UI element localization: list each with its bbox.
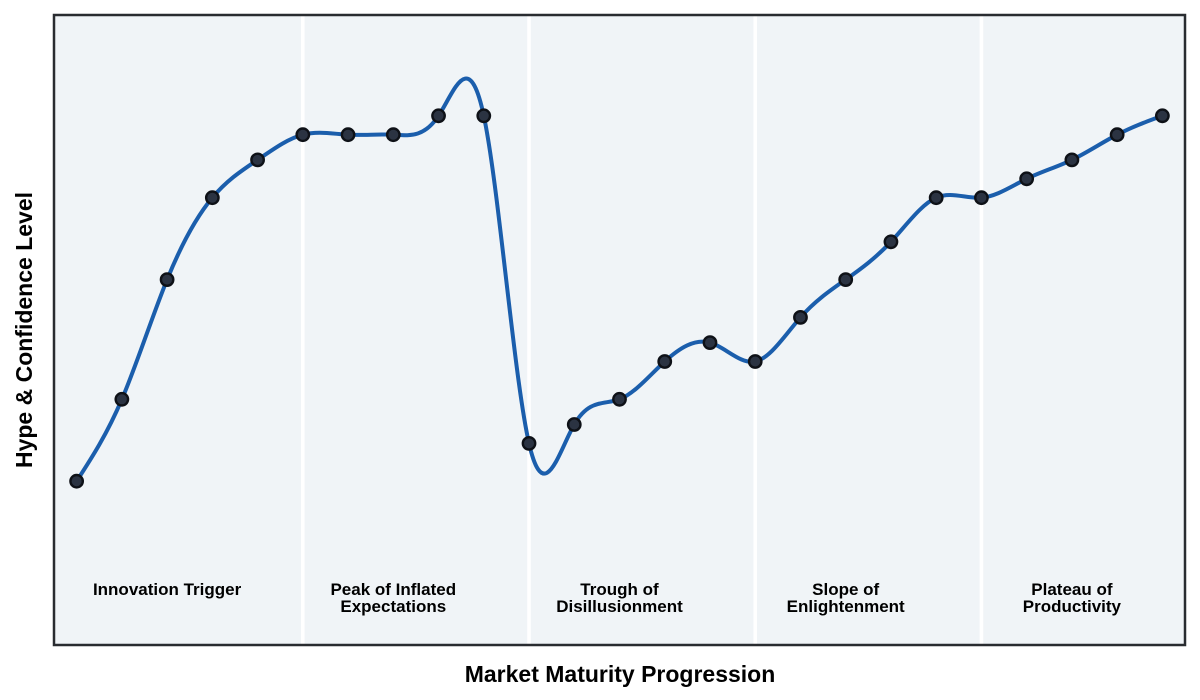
data-point-marker [114, 391, 130, 407]
data-point-marker [69, 473, 85, 489]
data-point-marker [521, 435, 537, 451]
data-point-marker [928, 190, 944, 206]
data-point-marker [1154, 108, 1170, 124]
data-point-marker [702, 335, 718, 350]
phase-divider [753, 15, 758, 645]
data-point-marker [159, 272, 175, 287]
data-point-marker [204, 190, 220, 206]
data-point-marker [838, 272, 854, 287]
data-point-marker [1064, 152, 1080, 168]
y-axis-label: Hype & Confidence Level [11, 191, 37, 469]
data-point-marker [295, 127, 311, 143]
data-point-marker [657, 354, 673, 369]
phase-label-trough-of-disillusionment: Trough of Disillusionment [556, 580, 683, 616]
data-point-marker [431, 108, 446, 124]
x-axis-label: Market Maturity Progression [464, 661, 776, 687]
data-point-marker [385, 127, 401, 143]
data-point-marker [250, 152, 265, 168]
data-point-marker [1019, 171, 1035, 187]
hype-curve [74, 76, 1165, 484]
phase-label-peak-of-inflated-expectations: Peak of Inflated Expectations [330, 580, 457, 616]
data-point-marker [612, 391, 627, 407]
data-point-marker [566, 417, 582, 432]
plot-border [52, 13, 1187, 647]
data-point-marker [883, 234, 899, 250]
data-point-marker [974, 190, 989, 206]
phase-label-slope-of-enlightenment: Slope of Enlightenment [786, 580, 905, 616]
phase-label-plateau-of-productivity: Plateau of Productivity [1022, 580, 1122, 616]
data-point-marker [1109, 127, 1125, 143]
data-point-marker [793, 309, 808, 325]
phase-divider [301, 15, 305, 645]
phase-label-innovation-trigger: Innovation Trigger [92, 580, 242, 599]
data-point-marker [340, 127, 356, 143]
phase-divider [979, 15, 984, 645]
phase-band-area [54, 15, 1185, 645]
data-point-marker [476, 108, 492, 124]
data-point-marker [747, 354, 763, 369]
phase-divider [527, 15, 531, 645]
